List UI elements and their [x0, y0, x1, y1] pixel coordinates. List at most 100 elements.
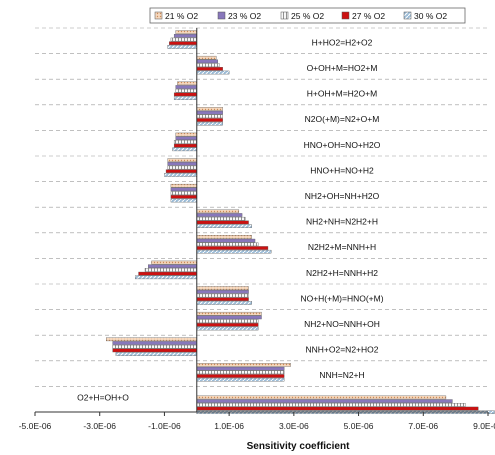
bar [196, 70, 230, 75]
bar [173, 96, 197, 100]
bar [196, 55, 217, 60]
bar [151, 260, 197, 265]
reaction-label: N2H2+H=NNH+H2 [306, 268, 378, 278]
bar [169, 41, 197, 45]
bar [112, 341, 197, 345]
bar [196, 59, 218, 64]
bar [196, 395, 447, 400]
reaction-label: N2O(+M)=N2+O+M [305, 114, 380, 124]
bar [138, 271, 197, 276]
x-tick-label: 9.0E-06 [473, 421, 495, 431]
bar [167, 162, 197, 166]
bar [173, 143, 197, 148]
reaction-label: HNO+H=NO+H2 [310, 165, 374, 175]
grid-lines [35, 27, 488, 387]
bar [196, 311, 262, 316]
bar [175, 30, 197, 34]
reaction-label: H+HO2=H2+O2 [312, 37, 373, 47]
bar [196, 213, 243, 217]
legend-label: 23 % O2 [228, 11, 261, 21]
bar [196, 67, 223, 71]
bar [196, 220, 249, 225]
bar [196, 297, 249, 301]
bar [196, 319, 259, 323]
x-tick-label: 7.0E-06 [408, 421, 438, 431]
bar [196, 363, 291, 367]
legend-swatch [217, 11, 226, 20]
bar [148, 264, 197, 268]
bar [196, 406, 479, 411]
legend-label: 25 % O2 [291, 11, 324, 21]
x-tick-label: 3.0E-06 [279, 421, 309, 431]
reaction-label: HNO+OH=NO+H2O [304, 140, 381, 150]
bar [196, 107, 223, 111]
bar [170, 37, 197, 42]
bar [167, 165, 197, 170]
bars [106, 30, 495, 415]
bar [196, 242, 259, 247]
reaction-label: H+OH+M=H2O+M [307, 89, 377, 99]
reaction-label: NNH+O2=N2+HO2 [306, 345, 379, 355]
bar [196, 121, 223, 126]
bar [196, 216, 246, 221]
bar [196, 293, 249, 298]
bar [196, 323, 259, 327]
reaction-labels: H+HO2=H2+O2 O+OH+M=HO2+M H+OH+M=H2O+M N2O(+… [77, 37, 384, 402]
bar [196, 403, 466, 407]
x-tick-label: -5.0E-06 [19, 421, 52, 431]
bar [196, 301, 252, 305]
bar [106, 337, 197, 342]
legend-label: 27 % O2 [352, 11, 385, 21]
bar [196, 235, 252, 239]
bar [177, 81, 197, 86]
bar [196, 249, 272, 254]
bar [135, 275, 197, 280]
x-tick-label: 1.0E-06 [214, 421, 244, 431]
bar [173, 140, 197, 144]
reaction-label: NO+H(+M)=HNO(+M) [300, 293, 383, 303]
legend-label: 30 % O2 [414, 11, 447, 21]
bar [196, 399, 453, 403]
bar [167, 158, 197, 162]
bar [170, 195, 197, 199]
legend-swatch [154, 11, 163, 20]
bar [173, 92, 197, 97]
bar [173, 34, 197, 38]
bar [196, 118, 223, 122]
legend-swatch [403, 11, 412, 20]
bar [170, 198, 197, 203]
legend-swatch [280, 11, 289, 20]
legend-box [149, 7, 466, 24]
bar [175, 85, 197, 89]
bar [196, 315, 262, 320]
bar [196, 377, 285, 382]
bar [196, 238, 256, 243]
bar [196, 114, 223, 119]
bar [175, 88, 197, 93]
reaction-label: O+OH+M=HO2+M [307, 63, 378, 73]
bar [196, 286, 249, 290]
bar [170, 187, 197, 192]
bar [196, 374, 285, 378]
legend: 21 % O2 23 % O2 25 % O2 27 % O2 30 % O2 [149, 7, 466, 24]
reaction-label: O2+H=OH+O [77, 392, 129, 402]
reaction-label: NH2+OH=NH+H2O [305, 191, 380, 201]
bar [196, 290, 249, 294]
bar [196, 326, 259, 331]
reaction-label: NNH=N2+H [319, 370, 364, 380]
bar [196, 110, 223, 115]
reaction-label: NH2+NH=N2H2+H [306, 217, 378, 227]
bar [175, 132, 197, 137]
bar [196, 209, 240, 214]
bar [165, 169, 197, 173]
bar [170, 183, 197, 188]
x-tick-label: -3.0E-06 [83, 421, 116, 431]
bar [196, 366, 285, 371]
x-ticks: -5.0E-06 -3.0E-06 -1.0E-06 1.0E-06 3.0E-06 5.… [19, 412, 495, 431]
reaction-label: NH2+NO=NNH+OH [304, 319, 380, 329]
bar [112, 348, 197, 353]
reaction-label: N2H2+M=NNH+H [308, 242, 376, 252]
bar [175, 136, 197, 140]
bar [170, 191, 197, 195]
